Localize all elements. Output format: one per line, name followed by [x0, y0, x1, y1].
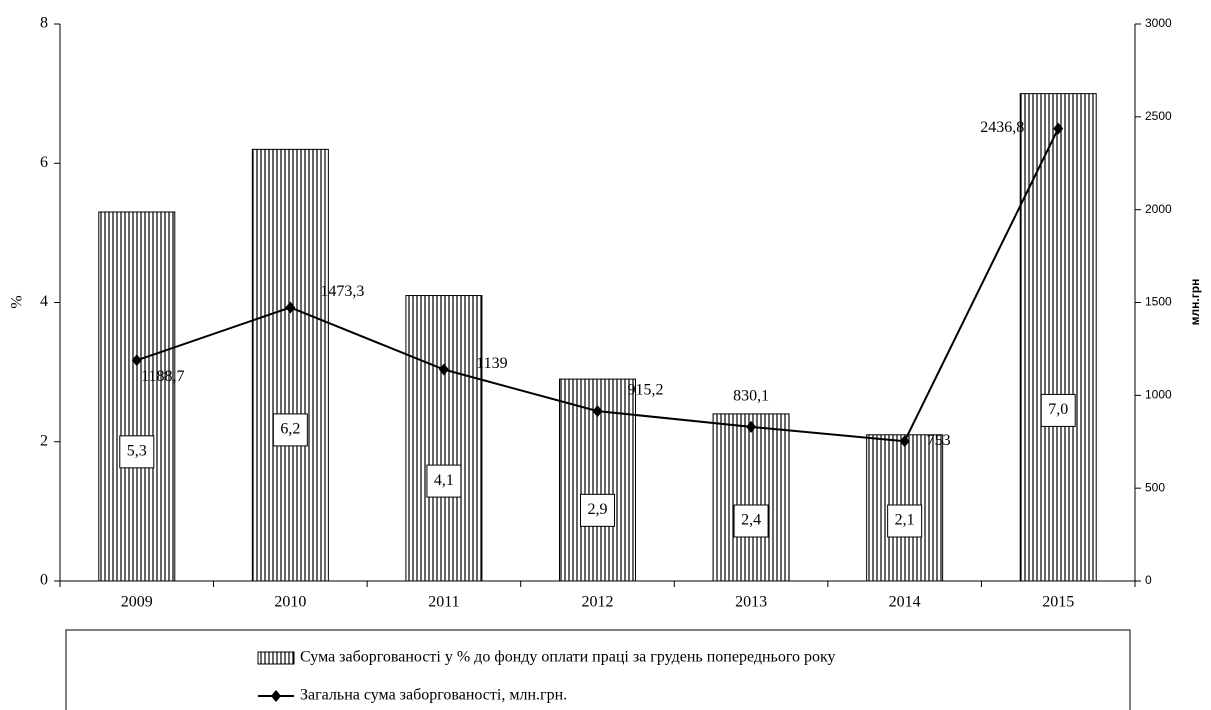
- value-label-box: [1040, 393, 1076, 427]
- value-label-box: [426, 464, 462, 498]
- value-label: 7,0: [1048, 401, 1068, 418]
- value-label: 753: [927, 432, 951, 449]
- value-label-box: [733, 504, 769, 538]
- y2-tick-label: 1500: [1145, 295, 1172, 309]
- y2-tick-label: 0: [1145, 573, 1152, 587]
- y2-tick-label: 1000: [1145, 388, 1172, 402]
- x-tick-label: 2010: [274, 594, 306, 611]
- value-label-box: [887, 504, 923, 538]
- value-label: 1139: [476, 355, 507, 372]
- y-tick-label: 0: [40, 572, 48, 589]
- y-tick-label: 6: [40, 154, 48, 171]
- x-tick-label: 2009: [121, 594, 153, 611]
- bar: [712, 413, 790, 582]
- line-point: [899, 435, 910, 448]
- line-point: [746, 420, 757, 433]
- bar: [98, 211, 176, 582]
- x-tick-label: 2013: [735, 594, 767, 611]
- legend-label: Сума заборгованості у % до фонду оплати …: [300, 649, 836, 666]
- bar: [405, 295, 483, 582]
- value-label: 5,3: [127, 443, 147, 460]
- legend-label: Загальна сума заборгованості, млн.грн.: [300, 687, 567, 704]
- y2-tick-label: 2000: [1145, 202, 1172, 216]
- y-tick-label: 4: [40, 293, 48, 310]
- y2-axis-label: млн.грн: [1188, 279, 1202, 326]
- value-label-box: [580, 493, 615, 527]
- line-point: [285, 301, 296, 314]
- bar: [251, 148, 329, 582]
- y-axis-label: %: [9, 295, 26, 308]
- legend-marker: [257, 651, 295, 665]
- value-label: 1473,3: [320, 283, 364, 300]
- value-label: 2,4: [741, 512, 761, 529]
- x-tick-label: 2012: [582, 594, 614, 611]
- y2-tick-label: 3000: [1145, 16, 1172, 30]
- value-label: 2436,8: [980, 119, 1024, 136]
- value-label: 1188,7: [141, 368, 184, 385]
- bar: [1019, 93, 1097, 582]
- value-label: 830,1: [733, 388, 769, 405]
- value-label: 4,1: [434, 472, 454, 489]
- line-point: [592, 405, 603, 418]
- x-tick-label: 2014: [889, 594, 921, 611]
- line-point: [438, 363, 449, 376]
- value-label-box: [272, 413, 308, 447]
- line-point: [1053, 122, 1064, 135]
- value-label: 2,1: [895, 512, 915, 529]
- legend-marker: [271, 690, 281, 702]
- value-label-box: [119, 435, 155, 469]
- value-label: 915,2: [628, 382, 664, 399]
- line-point: [131, 354, 142, 367]
- y-tick-label: 2: [40, 432, 48, 449]
- value-label: 6,2: [280, 421, 300, 438]
- y2-tick-label: 500: [1145, 480, 1165, 494]
- y2-tick-label: 2500: [1145, 109, 1172, 123]
- y-tick-label: 8: [40, 15, 48, 32]
- legend-box: [65, 629, 1131, 710]
- x-tick-label: 2011: [428, 594, 459, 611]
- value-label: 2,9: [588, 501, 608, 518]
- x-tick-label: 2015: [1042, 594, 1074, 611]
